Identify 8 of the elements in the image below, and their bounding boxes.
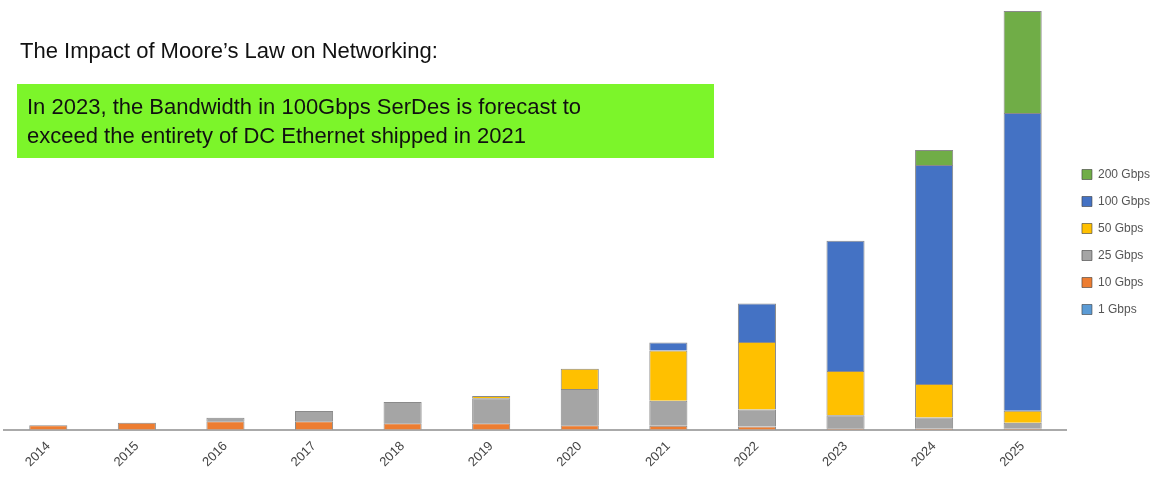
legend-label: 100 Gbps (1097, 193, 1151, 208)
legend-label: 50 Gbps (1097, 220, 1144, 235)
legend-label: 10 Gbps (1097, 274, 1144, 289)
text: The Impact of Moore’s Law on Networking: (20, 38, 438, 64)
legend-label: 1 Gbps (1097, 301, 1137, 316)
text: In 2023, the Bandwidth in 100Gbps SerDes is forecast to exceed the entirety of DC Ethernet shipped in 2021 (27, 93, 581, 150)
legend-label: 200 Gbps (1097, 166, 1151, 181)
legend-label: 25 Gbps (1097, 247, 1144, 262)
